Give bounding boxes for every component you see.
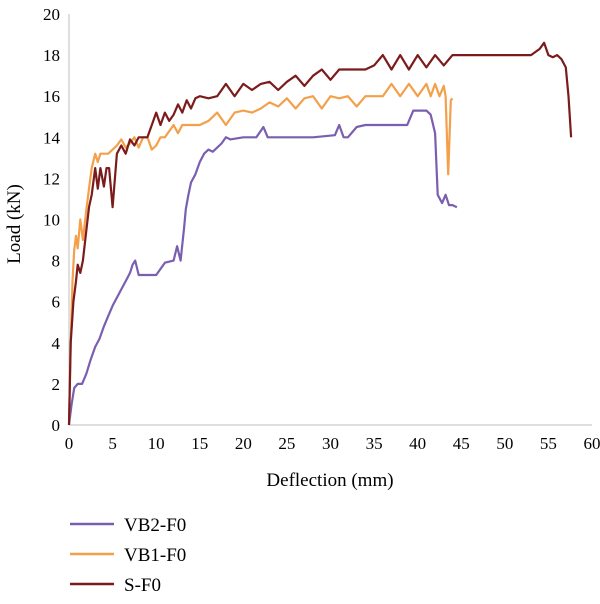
y-tick-label: 18 [43,46,60,65]
y-tick-label: 20 [43,5,60,24]
y-tick-label: 0 [52,416,61,435]
x-tick-label: 10 [148,434,165,453]
series-line-vb2-f0 [67,109,458,426]
axes [68,14,592,426]
x-tick-label: 25 [278,434,295,453]
y-tick-label: 14 [43,128,61,147]
x-tick-label: 30 [322,434,339,453]
x-tick-label: 60 [584,434,600,453]
x-tick-label: 40 [409,434,426,453]
x-tick-label: 5 [108,434,117,453]
x-tick-label: 50 [496,434,513,453]
x-tick-labels: 0 5 10 15 20 25 30 35 40 45 50 55 60 [65,434,600,453]
x-tick-label: 0 [65,434,74,453]
legend-label: VB2-F0 [124,515,186,536]
y-tick-label: 2 [52,375,61,394]
series-lines [67,41,573,426]
x-tick-label: 15 [191,434,208,453]
y-tick-label: 4 [52,334,61,353]
series-line-vb1-f0 [67,82,454,426]
series-line-s-f0 [67,41,573,426]
legend-label: VB1-F0 [124,545,186,566]
y-tick-label: 10 [43,211,60,230]
x-tick-label: 20 [235,434,252,453]
y-tick-label: 6 [52,293,61,312]
y-tick-label: 12 [43,169,60,188]
legend: VB2-F0 VB1-F0 S-F0 [70,515,186,596]
x-tick-label: 45 [453,434,470,453]
legend-label: S-F0 [124,575,161,596]
x-tick-label: 35 [366,434,383,453]
y-tick-label: 16 [43,87,60,106]
x-axis-title: Deflection (mm) [266,470,393,491]
y-axis-title: Load (kN) [4,184,25,264]
y-tick-labels: 0 2 4 6 8 10 12 14 16 18 20 [43,5,61,435]
y-tick-label: 8 [52,252,61,271]
x-tick-label: 55 [540,434,557,453]
